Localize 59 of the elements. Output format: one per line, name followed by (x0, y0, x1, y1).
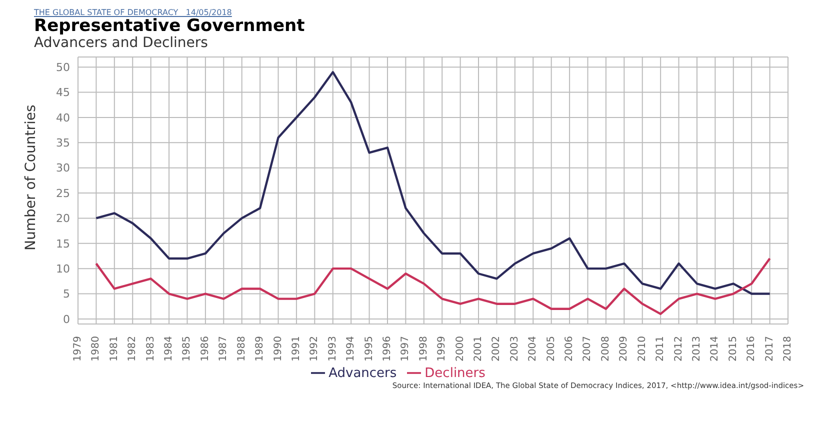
legend-label: Advancers (328, 366, 397, 381)
y-tick-label: 5 (63, 288, 70, 301)
x-tick-label: 2015 (728, 336, 739, 362)
x-tick-label: 2003 (509, 336, 520, 362)
x-tick-label: 2011 (655, 336, 666, 362)
x-tick-label: 1980 (90, 336, 102, 362)
x-tick-label: 1997 (400, 336, 412, 362)
x-tick-label: 2002 (491, 336, 502, 362)
chart-title: Representative Government (34, 16, 306, 36)
x-tick-label: 1992 (309, 336, 320, 362)
x-tick-label: 1994 (346, 336, 357, 362)
y-tick-label: 25 (56, 186, 70, 200)
x-tick-label: 2001 (473, 336, 484, 362)
text: THE GLOBAL STATE OF DEMOCRACY 14/05/2018 (34, 8, 233, 17)
x-tick-label: 2009 (618, 336, 630, 362)
y-tick-label: 15 (56, 237, 70, 250)
y-tick-label: 35 (56, 136, 70, 150)
x-tick-label: 2007 (582, 336, 594, 362)
x-tick-label: 1982 (127, 336, 138, 362)
x-tick-label: 2017 (764, 336, 776, 362)
y-tick-label: 10 (56, 262, 70, 276)
y-tick-label: 30 (56, 162, 70, 175)
x-tick-label: 1979 (72, 336, 84, 362)
x-tick-label: 1990 (272, 336, 284, 362)
x-tick-label: 1988 (236, 336, 248, 362)
x-tick-label: 2016 (746, 336, 758, 362)
x-tick-label: 2005 (546, 336, 557, 362)
y-axis-title: Number of Countries (22, 104, 39, 250)
x-tick-label: 1987 (218, 336, 230, 362)
y-tick-label: 45 (56, 86, 70, 100)
x-tick-label: 1995 (364, 336, 375, 362)
x-tick-label: 2006 (564, 336, 576, 362)
line-series (95, 257, 771, 316)
x-tick-label: 1999 (436, 336, 448, 362)
x-tick-label: 1981 (108, 336, 120, 362)
y-tick-label: 20 (56, 212, 70, 226)
x-tick-label: 1993 (327, 336, 338, 362)
x-tick-label: 1998 (418, 336, 430, 362)
line-series (95, 71, 771, 295)
x-tick-label: 2012 (673, 336, 684, 362)
x-tick-label: 1986 (200, 336, 211, 362)
chart-subtitle: Advancers and Decliners (34, 35, 209, 51)
x-tick-label: 2010 (636, 336, 648, 362)
x-tick-label: 2014 (710, 336, 721, 362)
x-tick-label: 1991 (290, 336, 302, 362)
x-tick-label: 2018 (782, 336, 794, 362)
x-tick-label: 1984 (164, 336, 175, 362)
x-tick-label: 2013 (691, 336, 702, 362)
y-tick-label: 50 (56, 60, 70, 74)
x-tick-label: 2004 (528, 336, 539, 362)
x-tick-label: 2000 (454, 336, 466, 362)
x-tick-label: 1989 (254, 336, 266, 362)
y-tick-label: 0 (63, 312, 70, 326)
x-tick-label: 2008 (600, 336, 612, 362)
x-tick-label: 1996 (382, 336, 393, 362)
legend-label: Decliners (424, 366, 486, 381)
y-tick-label: 40 (56, 111, 70, 124)
x-tick-label: 1983 (145, 336, 156, 362)
x-tick-label: 1985 (182, 336, 193, 362)
